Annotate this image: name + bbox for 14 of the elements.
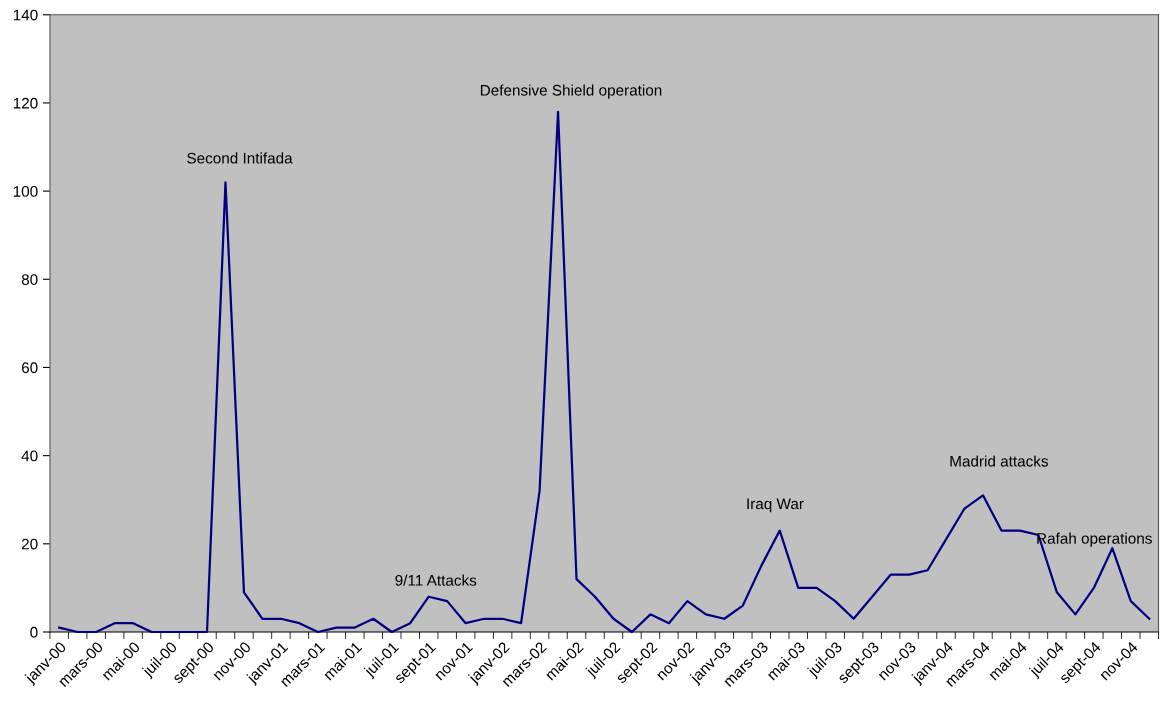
annotation: Iraq War (747, 498, 804, 513)
line-series (58, 110, 1151, 634)
annotation: Defensive Shield operation (480, 84, 662, 99)
y-tick-label: 0 (30, 626, 38, 638)
y-tick-label: 80 (21, 274, 38, 285)
y-tick-label: 20 (21, 538, 38, 550)
y-tick-label: 40 (21, 450, 38, 462)
y-tick-label: 100 (13, 185, 38, 197)
annotation: 9/11 Attacks (395, 574, 477, 586)
annotation: Madrid attacks (950, 455, 1049, 467)
annotation: Second Intifada (187, 152, 293, 164)
y-tick-label: 140 (13, 9, 38, 21)
y-tick-label: 120 (13, 97, 38, 109)
y-tick-label: 60 (21, 362, 38, 374)
